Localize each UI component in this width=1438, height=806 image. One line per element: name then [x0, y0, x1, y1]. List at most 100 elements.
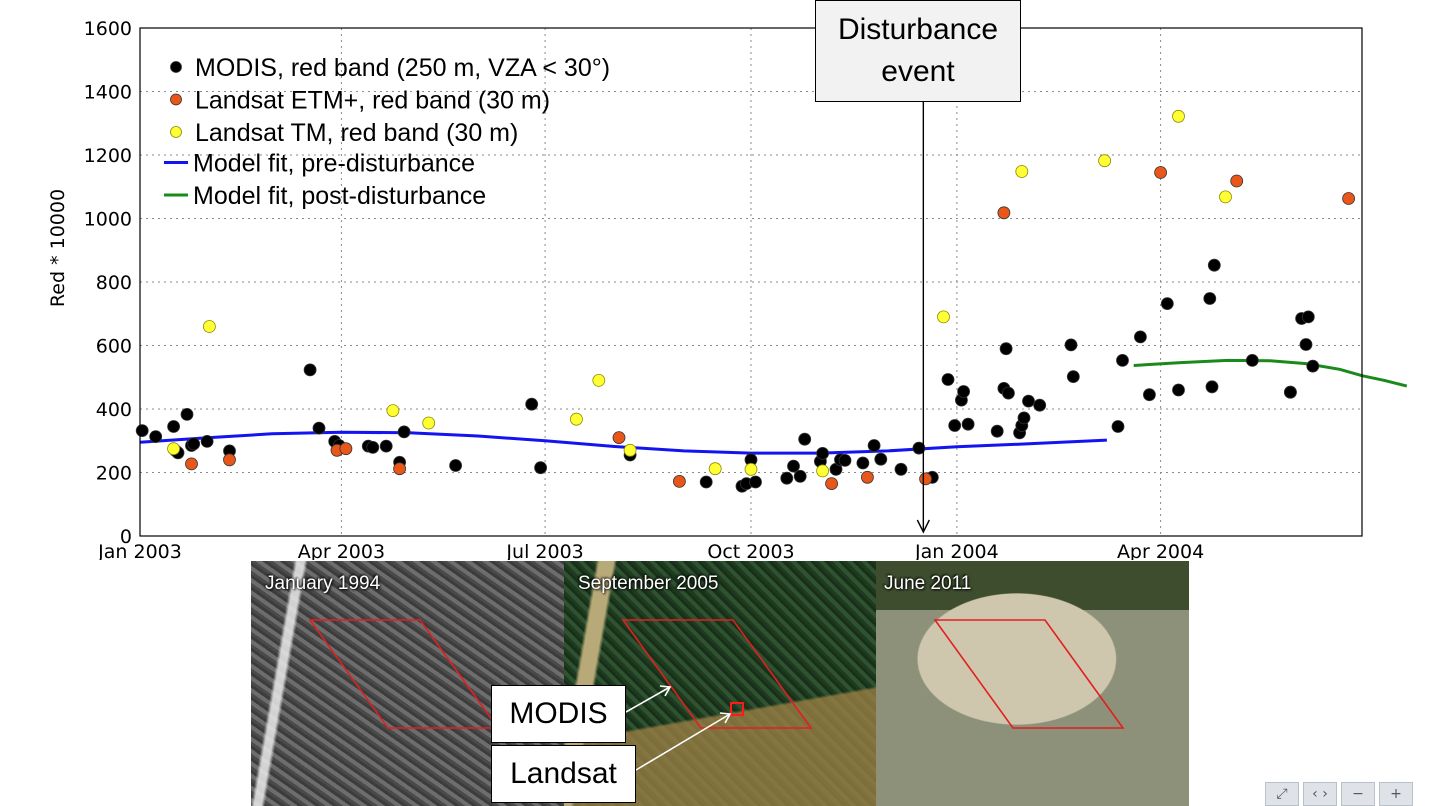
data-point-series-1: [1342, 192, 1355, 205]
data-point-series-0: [1033, 398, 1047, 412]
data-point-series-1: [673, 474, 686, 488]
data-point-series-1: [185, 457, 198, 471]
zoom-in-icon: +: [1390, 786, 1402, 802]
plot-frame: [139, 27, 1363, 537]
data-point-series-0: [303, 363, 317, 377]
legend: MODIS, red band (250 m, VZA < 30°) Landsa…: [164, 54, 610, 210]
legend-entry: Landsat TM, red band (30 m): [195, 119, 518, 147]
x-tick-labels: Jan 2003 Apr 2003 Jul 2003 Oct 2003 Jan 2004…: [97, 541, 1204, 560]
data-point-series-2: [1219, 190, 1232, 204]
data-point-series-0: [1301, 310, 1315, 324]
legend-marker: [170, 126, 182, 138]
model-fit-lines: [139, 358, 1408, 455]
data-points: [135, 109, 1355, 493]
data-point-series-0: [856, 456, 870, 470]
data-point-series-0: [867, 439, 881, 452]
data-point-series-0: [874, 452, 888, 466]
data-point-series-2: [592, 373, 606, 387]
data-point-series-0: [1160, 297, 1174, 311]
data-point-series-2: [708, 462, 722, 476]
y-axis-label: Red * 10000: [47, 189, 69, 307]
data-point-series-2: [937, 310, 950, 324]
data-point-series-0: [200, 434, 214, 448]
fit-screen-icon: ⤢: [1276, 786, 1288, 802]
data-point-series-0: [187, 437, 201, 451]
y-tick-label: 1600: [84, 18, 132, 40]
legend-marker: [170, 61, 182, 73]
fit-screen-button[interactable]: ⤢: [1265, 782, 1299, 806]
y-tick-label: 200: [96, 463, 132, 485]
data-point-series-0: [1245, 353, 1259, 367]
data-point-series-0: [816, 446, 829, 460]
legend-entry: Landsat ETM+, red band (30 m): [195, 87, 550, 115]
legend-marker: [170, 93, 182, 106]
model-fit-line-4: [1133, 358, 1408, 388]
zoom-in-button[interactable]: +: [1379, 782, 1413, 806]
data-point-series-0: [1172, 383, 1185, 397]
y-tick-label: 800: [96, 272, 132, 294]
photo-title-2005: September 2005: [578, 573, 719, 594]
data-point-series-1: [1154, 166, 1167, 179]
data-point-series-0: [699, 475, 713, 489]
disturbance-arrow: [916, 102, 930, 534]
data-point-series-1: [861, 470, 874, 484]
data-point-series-1: [919, 472, 932, 486]
data-point-series-0: [1002, 386, 1015, 400]
callout-line-2: event: [881, 55, 955, 88]
y-tick-label: 1200: [84, 145, 132, 167]
data-point-series-0: [1022, 394, 1035, 408]
data-point-series-0: [1284, 385, 1297, 399]
grid-lines: [140, 28, 1362, 536]
data-point-series-2: [167, 442, 181, 456]
data-point-series-0: [1205, 380, 1219, 394]
data-point-series-2: [1015, 165, 1029, 178]
data-point-series-0: [948, 419, 962, 432]
zoom-out-button[interactable]: −: [1341, 782, 1375, 806]
data-point-series-0: [397, 425, 411, 439]
data-point-series-1: [997, 206, 1011, 220]
x-tick-label: Apr 2004: [1117, 541, 1204, 560]
expand-width-icon: ‹ ›: [1312, 786, 1328, 802]
data-point-series-1: [223, 453, 236, 467]
photo-title-1994: January 1994: [265, 573, 381, 594]
data-point-series-0: [449, 459, 463, 472]
data-point-series-2: [623, 443, 637, 457]
data-point-series-0: [312, 421, 326, 435]
data-point-series-0: [961, 417, 975, 431]
y-tick-label: 0: [120, 526, 132, 548]
data-point-series-0: [1299, 338, 1313, 351]
data-point-series-0: [1306, 359, 1320, 373]
zoom-out-icon: −: [1352, 786, 1364, 802]
modis-label: MODIS: [491, 685, 626, 743]
data-point-series-0: [957, 385, 970, 398]
data-point-series-0: [366, 440, 380, 454]
x-tick-label: Oct 2003: [707, 541, 794, 560]
legend-entry: MODIS, red band (250 m, VZA < 30°): [195, 54, 610, 82]
y-tick-label: 1000: [84, 209, 132, 231]
data-point-series-0: [1116, 353, 1129, 367]
data-point-series-0: [941, 373, 955, 386]
data-point-series-1: [393, 462, 407, 476]
data-point-series-2: [202, 320, 216, 333]
data-point-series-0: [1207, 258, 1221, 272]
data-point-series-2: [422, 416, 436, 430]
data-point-series-0: [167, 420, 181, 433]
data-point-series-2: [816, 464, 829, 478]
data-point-series-1: [339, 442, 353, 456]
data-point-series-0: [990, 424, 1004, 438]
viewer-toolbar: ⤢ ‹ › − +: [1265, 782, 1413, 806]
data-point-series-0: [1017, 411, 1031, 425]
x-tick-label: Jul 2003: [505, 541, 583, 560]
data-point-series-1: [612, 431, 626, 445]
y-tick-label: 600: [96, 336, 132, 358]
aerial-photo-strip: January 1994 September 2005 June 2011: [251, 561, 1189, 806]
data-point-series-0: [999, 342, 1013, 356]
x-tick-label: Apr 2003: [298, 541, 385, 560]
data-point-series-0: [749, 475, 762, 489]
data-point-series-0: [798, 432, 812, 446]
data-point-series-2: [570, 412, 583, 426]
expand-width-button[interactable]: ‹ ›: [1303, 782, 1337, 806]
legend-entry: Model fit, post-disturbance: [193, 182, 486, 210]
legend-entry: Model fit, pre-disturbance: [193, 150, 475, 178]
data-point-series-2: [744, 462, 758, 476]
